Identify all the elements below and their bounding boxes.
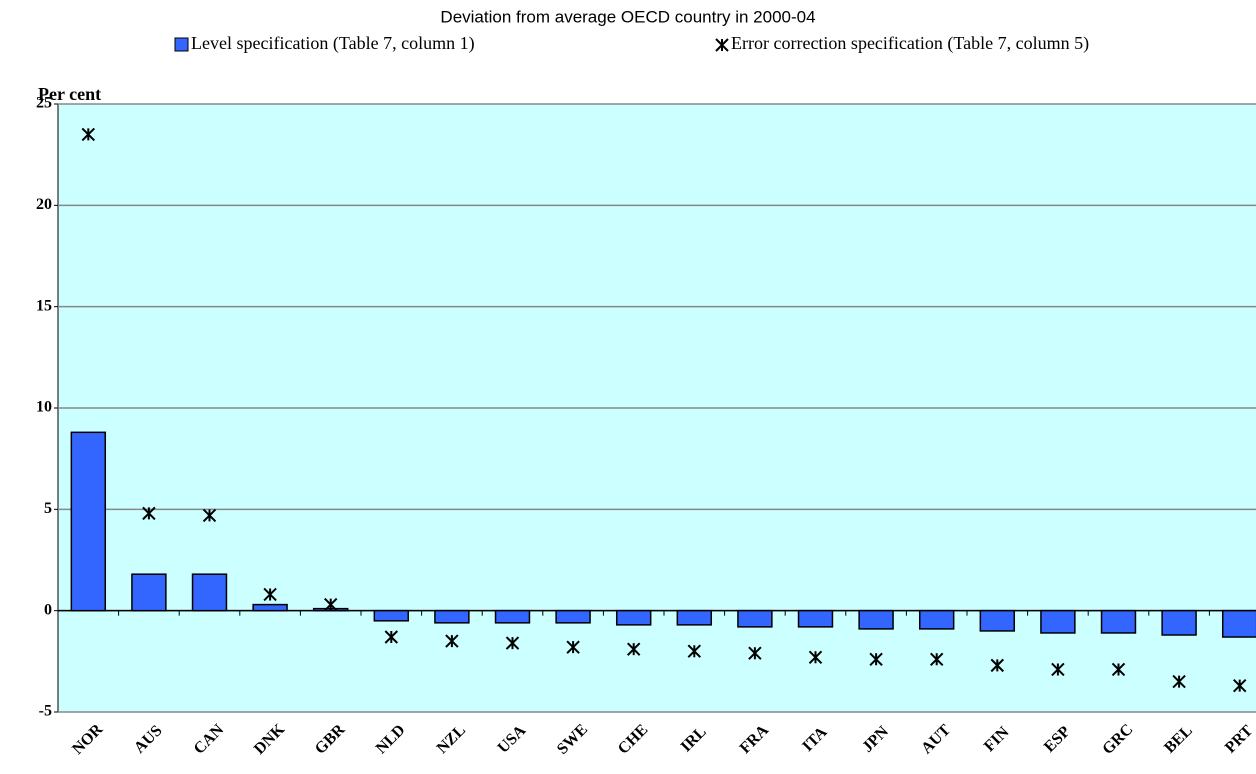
bar bbox=[373, 609, 410, 622]
marker bbox=[142, 506, 156, 521]
y-axis-label: Per cent bbox=[38, 84, 101, 104]
x-tick-label: FRA bbox=[737, 721, 773, 757]
x-tick-label: ITA bbox=[799, 723, 831, 755]
x-tick-label: NOR bbox=[69, 721, 106, 758]
legend-label: Error correction specification (Table 7,… bbox=[731, 33, 1089, 54]
bar bbox=[191, 573, 228, 612]
bar bbox=[131, 573, 167, 612]
marker bbox=[505, 636, 520, 650]
marker bbox=[566, 640, 580, 654]
bar bbox=[858, 609, 894, 630]
marker bbox=[384, 630, 399, 644]
bar bbox=[1100, 609, 1137, 634]
chart-title: Deviation from average OECD country in 2… bbox=[440, 7, 815, 26]
y-tick-label: 0 bbox=[44, 601, 52, 618]
bar bbox=[979, 609, 1016, 632]
marker bbox=[808, 650, 823, 664]
marker bbox=[202, 508, 217, 523]
y-tick-label: -5 bbox=[39, 703, 52, 720]
x-tick-label: ESP bbox=[1041, 723, 1074, 756]
x-tick-label: BEL bbox=[1161, 722, 1196, 757]
y-tick-label: 10 bbox=[36, 399, 52, 416]
bar bbox=[555, 609, 591, 624]
x-tick-label: CAN bbox=[191, 721, 228, 758]
marker bbox=[445, 634, 459, 648]
marker bbox=[263, 587, 277, 602]
bar bbox=[252, 603, 288, 612]
legend-swatch bbox=[174, 37, 189, 52]
bar bbox=[1221, 609, 1256, 638]
x-tick-label: SWE bbox=[554, 721, 591, 758]
x-tick-label: GRC bbox=[1099, 721, 1136, 758]
bar bbox=[615, 609, 652, 626]
marker bbox=[1172, 674, 1186, 689]
marker bbox=[929, 652, 944, 667]
bar bbox=[1161, 609, 1197, 636]
x-tick-label: DNK bbox=[251, 720, 289, 758]
x-tick-label: NZL bbox=[434, 722, 469, 757]
x-tick-label: AUS bbox=[131, 722, 166, 757]
x-tick-label: CHE bbox=[615, 721, 652, 758]
marker bbox=[1111, 662, 1126, 677]
bar bbox=[434, 609, 470, 624]
bar bbox=[70, 431, 107, 612]
bar bbox=[494, 609, 531, 624]
y-tick-label: 25 bbox=[36, 95, 52, 112]
marker bbox=[1232, 678, 1247, 693]
x-tick-label: AUT bbox=[918, 721, 954, 757]
y-tick-label: 15 bbox=[36, 297, 52, 314]
x-tick-label: PRT bbox=[1222, 722, 1256, 756]
y-tick-label: 20 bbox=[36, 196, 52, 213]
legend-swatch bbox=[715, 38, 729, 52]
x-tick-label: JPN bbox=[859, 723, 892, 756]
marker bbox=[990, 658, 1005, 673]
bar bbox=[676, 609, 713, 626]
marker bbox=[687, 644, 702, 658]
marker bbox=[81, 127, 96, 142]
x-tick-label: GBR bbox=[312, 721, 349, 758]
marker bbox=[1051, 662, 1065, 677]
x-tick-label: FIN bbox=[981, 723, 1013, 755]
marker bbox=[748, 646, 762, 660]
marker bbox=[626, 642, 641, 656]
y-tick-label: 5 bbox=[44, 500, 52, 517]
x-tick-label: USA bbox=[495, 722, 530, 757]
bar bbox=[918, 609, 955, 630]
x-tick-label: NLD bbox=[373, 721, 409, 757]
marker bbox=[869, 652, 883, 667]
x-tick-label: IRL bbox=[678, 723, 710, 755]
marker bbox=[323, 597, 338, 612]
bar bbox=[1040, 609, 1076, 634]
bar bbox=[737, 609, 773, 628]
legend-label: Level specification (Table 7, column 1) bbox=[191, 33, 475, 54]
bar bbox=[797, 609, 834, 628]
